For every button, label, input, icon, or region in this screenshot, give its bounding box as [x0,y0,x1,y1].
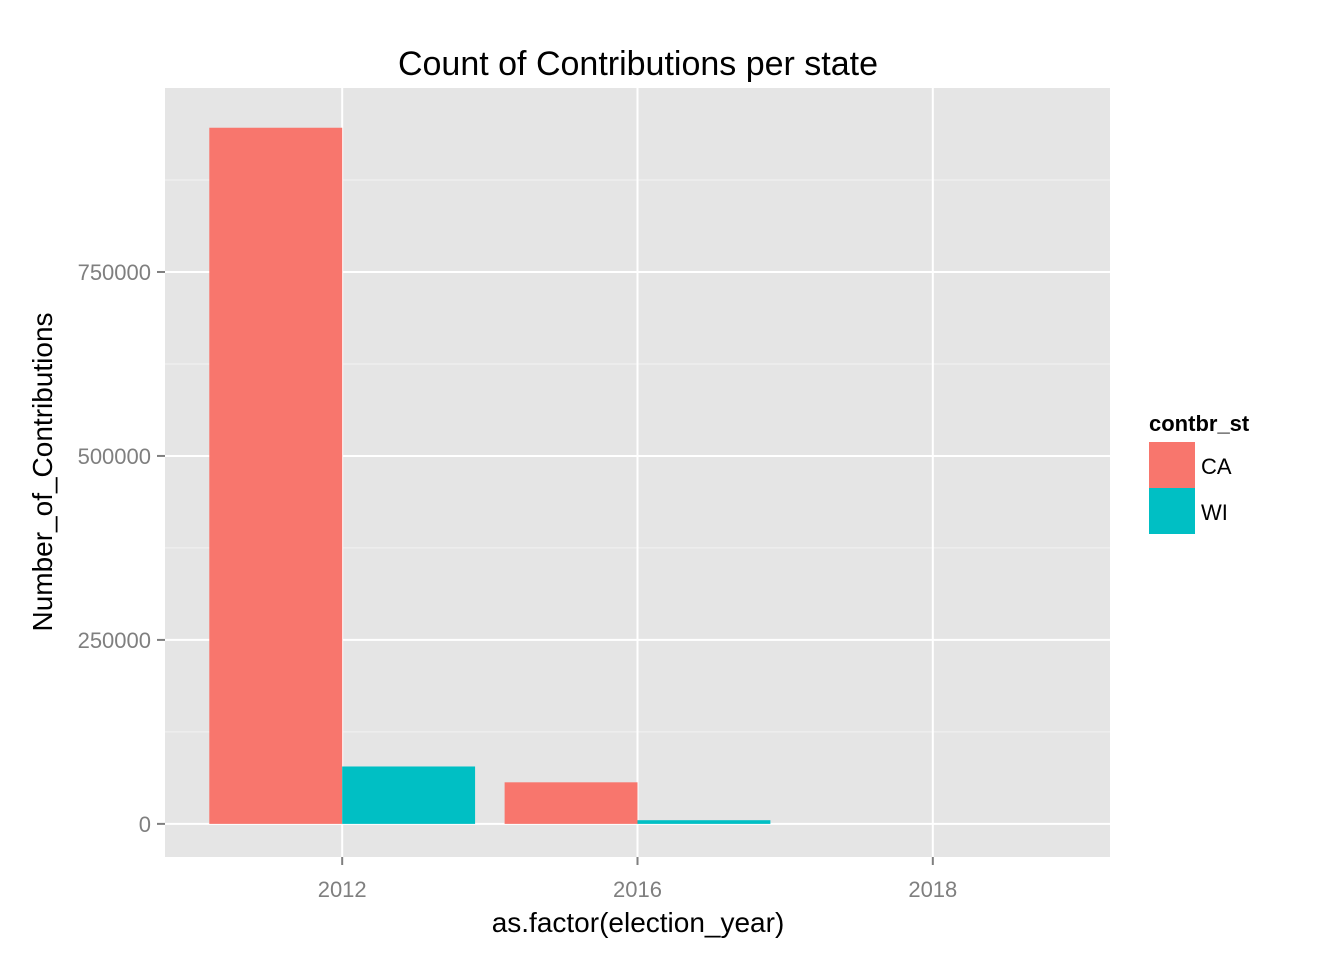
legend-key-wi [1149,488,1195,534]
bar-wi-2016 [637,820,771,824]
y-axis-title: Number_of_Contributions [27,312,58,631]
x-tick-label: 2016 [613,877,662,902]
legend: contbr_st CA WI [1149,411,1250,534]
x-tick-label: 2012 [318,877,367,902]
y-tick-label: 250000 [78,628,151,653]
y-tick-label: 750000 [78,260,151,285]
y-tick-label: 0 [139,812,151,837]
x-axis-title: as.factor(election_year) [492,907,785,938]
legend-label-ca: CA [1201,454,1232,479]
y-axis: 0 250000 500000 750000 [78,260,165,837]
x-tick-label: 2018 [908,877,957,902]
chart-title: Count of Contributions per state [398,45,878,83]
bar-wi-2012 [342,766,476,824]
legend-title: contbr_st [1149,411,1250,436]
x-axis: 2012 2016 2018 [318,857,957,902]
bar-ca-2012 [209,127,343,824]
legend-label-wi: WI [1201,500,1228,525]
legend-key-ca [1149,442,1195,488]
bar-ca-2016 [504,782,638,824]
bars [209,127,771,824]
y-tick-label: 500000 [78,444,151,469]
